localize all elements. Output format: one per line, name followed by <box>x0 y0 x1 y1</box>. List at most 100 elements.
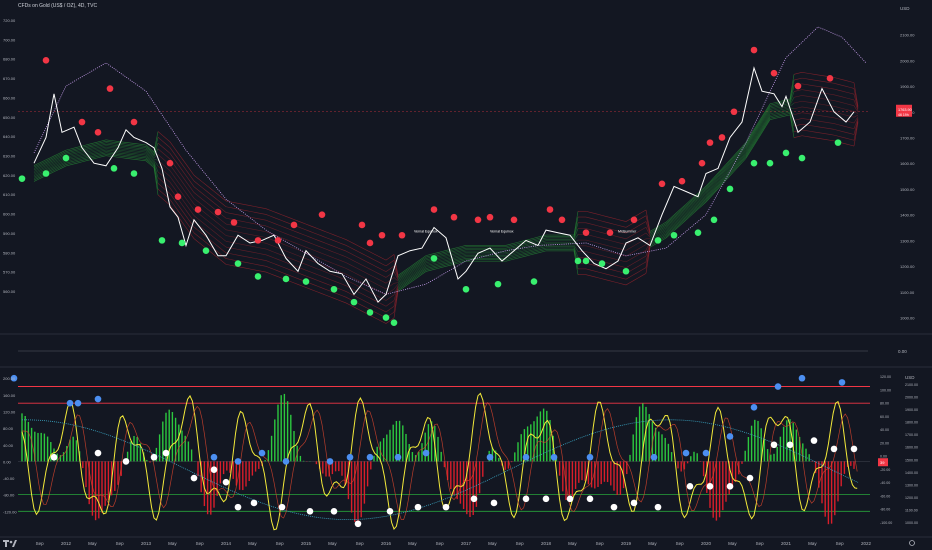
green-signal-dot <box>202 247 210 254</box>
ribbon-band-line <box>713 177 719 182</box>
green-signal-dot <box>766 159 774 167</box>
ribbon-band-line <box>117 154 123 156</box>
red-signal-dot <box>78 118 86 126</box>
ribbon-band-line <box>445 264 451 267</box>
ribbon-band-line <box>65 161 71 164</box>
ribbon-band-line <box>457 247 463 250</box>
ribbon-band-line <box>617 265 623 267</box>
ribbon-band-line <box>153 164 159 184</box>
blue-signal-dot <box>522 453 530 461</box>
ribbon-band-line <box>309 265 315 268</box>
ribbon-band-line <box>745 135 751 143</box>
ribbon-band-line <box>425 261 431 264</box>
ribbon-band-line <box>597 214 603 216</box>
ribbon-band-line <box>509 254 515 257</box>
ribbon-band-line <box>813 97 819 99</box>
ribbon-band-line <box>537 235 543 238</box>
white-signal-dot <box>122 458 130 465</box>
ribbon-band-line <box>845 143 851 146</box>
ribbon-band-line <box>165 143 171 148</box>
ribbon-band-line <box>813 73 819 76</box>
blue-signal-dot <box>702 449 710 457</box>
ribbon-band-line <box>797 72 803 74</box>
ribbon-band-line <box>309 248 315 251</box>
ribbon-band-line <box>617 236 623 239</box>
ribbon-band-line <box>193 215 199 220</box>
ribbon-band-line <box>745 148 751 156</box>
ribbon-band-line <box>133 148 139 151</box>
purple-moving-average <box>33 26 867 295</box>
ribbon-band-line <box>585 268 591 271</box>
ribbon-band-line <box>693 197 699 202</box>
ribbon-band-line <box>421 259 427 264</box>
ribbon-band-line <box>361 293 367 297</box>
ribbon-band-line <box>241 221 247 223</box>
ribbon-band-line <box>665 226 671 232</box>
ribbon-band-line <box>69 150 75 153</box>
ribbon-band-line <box>49 157 55 160</box>
ribbon-band-line <box>197 218 203 223</box>
ribbon-band-line <box>505 259 511 262</box>
ribbon-band-line <box>341 295 347 298</box>
red-signal-dot <box>630 216 638 224</box>
ribbon-band-line <box>729 171 735 176</box>
ribbon-band-line <box>293 236 299 239</box>
ribbon-band-line <box>849 98 855 101</box>
ribbon-band-line <box>597 219 603 222</box>
ribbon-band-line <box>105 139 111 141</box>
ribbon-band-line <box>389 288 395 293</box>
ribbon-band-line <box>197 241 203 246</box>
ribbon-band-line <box>781 106 787 109</box>
ribbon-band-line <box>305 275 311 278</box>
ribbon-band-line <box>317 245 323 248</box>
osc-right-axis-tick: -100.00 <box>880 521 892 525</box>
ribbon-band-line <box>353 272 359 275</box>
ribbon-band-line <box>225 235 231 237</box>
ribbon-band-line <box>633 225 639 229</box>
ribbon-band-line <box>589 275 595 278</box>
ribbon-band-line <box>597 237 603 239</box>
ribbon-band-line <box>433 260 439 263</box>
ribbon-band-line <box>265 214 271 217</box>
ribbon-band-line <box>637 246 643 250</box>
ribbon-band-line <box>717 169 723 175</box>
ribbon-band-line <box>345 273 351 277</box>
ribbon-band-line <box>805 107 811 109</box>
ribbon-band-line <box>693 207 699 212</box>
ribbon-band-line <box>297 226 303 229</box>
ribbon-band-line <box>93 151 99 154</box>
red-signal-dot <box>582 229 590 236</box>
ribbon-band-line <box>289 258 295 261</box>
time-axis-label: 2020 <box>701 541 712 546</box>
ribbon-band-line <box>717 182 723 188</box>
ribbon-band-line <box>649 230 655 234</box>
ribbon-band-line <box>401 278 407 282</box>
ribbon-band-line <box>353 295 359 298</box>
ribbon-band-line <box>697 199 703 204</box>
red-signal-dot <box>826 75 834 82</box>
ribbon-band-line <box>685 214 691 219</box>
ribbon-band-line <box>109 151 115 153</box>
ribbon-band-line <box>121 141 127 143</box>
ribbon-band-line <box>341 260 347 263</box>
ribbon-band-line <box>541 246 547 248</box>
ribbon-band-line <box>437 254 443 256</box>
ribbon-band-line <box>725 161 731 166</box>
ribbon-band-line <box>113 144 119 147</box>
ribbon-band-line <box>205 196 211 200</box>
ribbon-band-line <box>333 240 339 243</box>
ribbon-band-line <box>661 236 667 240</box>
ribbon-band-line <box>765 109 771 117</box>
ribbon-band-line <box>89 144 95 146</box>
ribbon-band-line <box>361 299 367 302</box>
ribbon-band-line <box>701 194 707 199</box>
ribbon-band-line <box>157 171 163 176</box>
gear-icon[interactable] <box>909 540 915 546</box>
ribbon-band-line <box>745 147 751 155</box>
ribbon-band-line <box>745 143 751 150</box>
ribbon-band-line <box>745 137 751 145</box>
ribbon-band-line <box>173 181 179 188</box>
ribbon-band-line <box>593 218 599 221</box>
